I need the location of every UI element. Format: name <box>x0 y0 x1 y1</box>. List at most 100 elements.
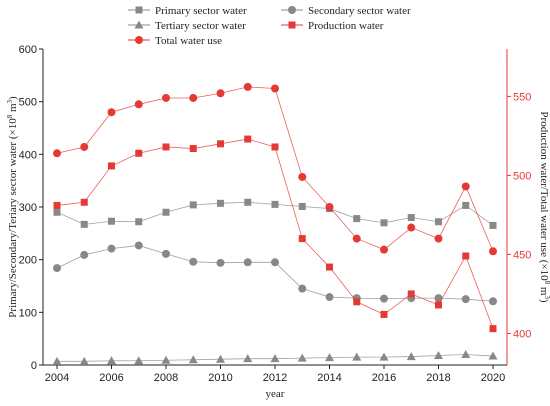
data-point <box>217 199 224 207</box>
data-point <box>489 325 497 333</box>
data-point <box>298 202 306 210</box>
y-left-tick-label: 0 <box>31 360 37 372</box>
legend-marker <box>288 21 296 29</box>
data-point <box>107 356 116 365</box>
data-point <box>353 215 361 223</box>
data-point <box>488 351 498 360</box>
data-point <box>80 142 89 151</box>
legend-item: Production water <box>281 20 384 32</box>
legend-marker <box>288 6 296 14</box>
data-point <box>380 245 388 254</box>
y-right-tick-label: 550 <box>513 91 531 103</box>
series-total-water-use <box>53 82 497 256</box>
legend-item: Secondary sector water <box>281 5 411 17</box>
data-point <box>134 241 143 250</box>
data-point <box>79 356 89 365</box>
series-production-water <box>53 135 497 333</box>
data-point <box>461 182 470 191</box>
data-point <box>297 353 307 362</box>
data-point <box>462 252 470 260</box>
data-point <box>188 355 198 364</box>
data-point <box>489 221 497 229</box>
data-point <box>53 208 61 216</box>
legend-marker <box>134 20 144 29</box>
data-point <box>53 201 61 209</box>
data-point <box>162 93 170 102</box>
data-point <box>461 295 470 304</box>
legend-label: Total water use <box>155 35 222 47</box>
data-point <box>162 249 170 258</box>
y-left-tick-label: 200 <box>19 255 37 267</box>
data-point <box>407 223 416 232</box>
legend-label: Secondary sector water <box>308 5 411 17</box>
y-right-tick-label: 500 <box>513 170 531 182</box>
legend-label: Tertiary sector water <box>155 20 246 32</box>
data-point <box>271 258 279 267</box>
data-point <box>326 263 333 271</box>
data-point <box>461 349 471 358</box>
legend-marker <box>135 6 143 14</box>
x-tick-label: 2006 <box>99 372 123 384</box>
data-point <box>216 258 225 267</box>
data-point <box>162 208 170 216</box>
data-point <box>380 294 388 303</box>
data-point <box>298 172 307 181</box>
data-point <box>407 290 415 298</box>
data-point <box>134 100 143 109</box>
data-point <box>407 214 415 222</box>
data-point <box>380 219 388 227</box>
data-point <box>270 354 280 363</box>
legend: Primary sector water Secondary sector wat… <box>128 5 411 47</box>
x-tick-label: 2018 <box>426 372 450 384</box>
data-point <box>216 354 225 363</box>
y-right-tick-label: 450 <box>513 249 531 261</box>
x-tick-label: 2016 <box>372 372 396 384</box>
data-point <box>189 201 197 209</box>
data-point <box>489 297 497 306</box>
data-point <box>462 201 470 209</box>
x-tick-label: 2004 <box>45 372 69 384</box>
y-left-tick-label: 500 <box>19 97 37 109</box>
data-point <box>325 353 334 362</box>
data-point <box>353 298 361 306</box>
data-point <box>380 310 388 318</box>
y-left-tick-label: 100 <box>19 307 37 319</box>
legend-label: Primary sector water <box>155 5 247 17</box>
data-point <box>244 198 252 206</box>
data-point <box>243 354 253 363</box>
legend-item: Total water use <box>128 35 222 47</box>
series-secondary-sector-water <box>53 241 497 306</box>
y-axis-title-right: Production water/Total water use (×108 m… <box>538 111 550 302</box>
data-point <box>217 140 224 148</box>
data-point <box>108 162 115 170</box>
data-point <box>489 247 497 256</box>
data-point <box>243 258 252 267</box>
y-left-tick-label: 300 <box>19 202 37 214</box>
data-point <box>435 218 442 226</box>
y-axis-title-left: Primary/Secondary/Teriary sector water (… <box>6 96 19 318</box>
data-point <box>52 356 62 365</box>
x-tick-label: 2010 <box>208 372 232 384</box>
data-point <box>271 143 279 151</box>
data-point <box>325 203 334 211</box>
data-point <box>434 351 443 360</box>
x-tick-label: 2012 <box>263 372 287 384</box>
data-point <box>434 234 443 243</box>
x-axis-title: year <box>266 388 285 400</box>
data-point <box>352 352 362 361</box>
data-point <box>135 218 143 226</box>
x-tick-label: 2020 <box>481 372 505 384</box>
data-point <box>325 293 334 302</box>
series-line <box>56 245 494 302</box>
data-point <box>216 89 225 98</box>
data-point <box>134 356 144 365</box>
data-point <box>379 352 389 361</box>
data-point <box>189 145 197 153</box>
data-point <box>244 135 252 143</box>
data-point <box>108 217 115 225</box>
data-point <box>80 198 88 206</box>
data-point <box>53 264 61 273</box>
legend-label: Production water <box>308 20 384 32</box>
